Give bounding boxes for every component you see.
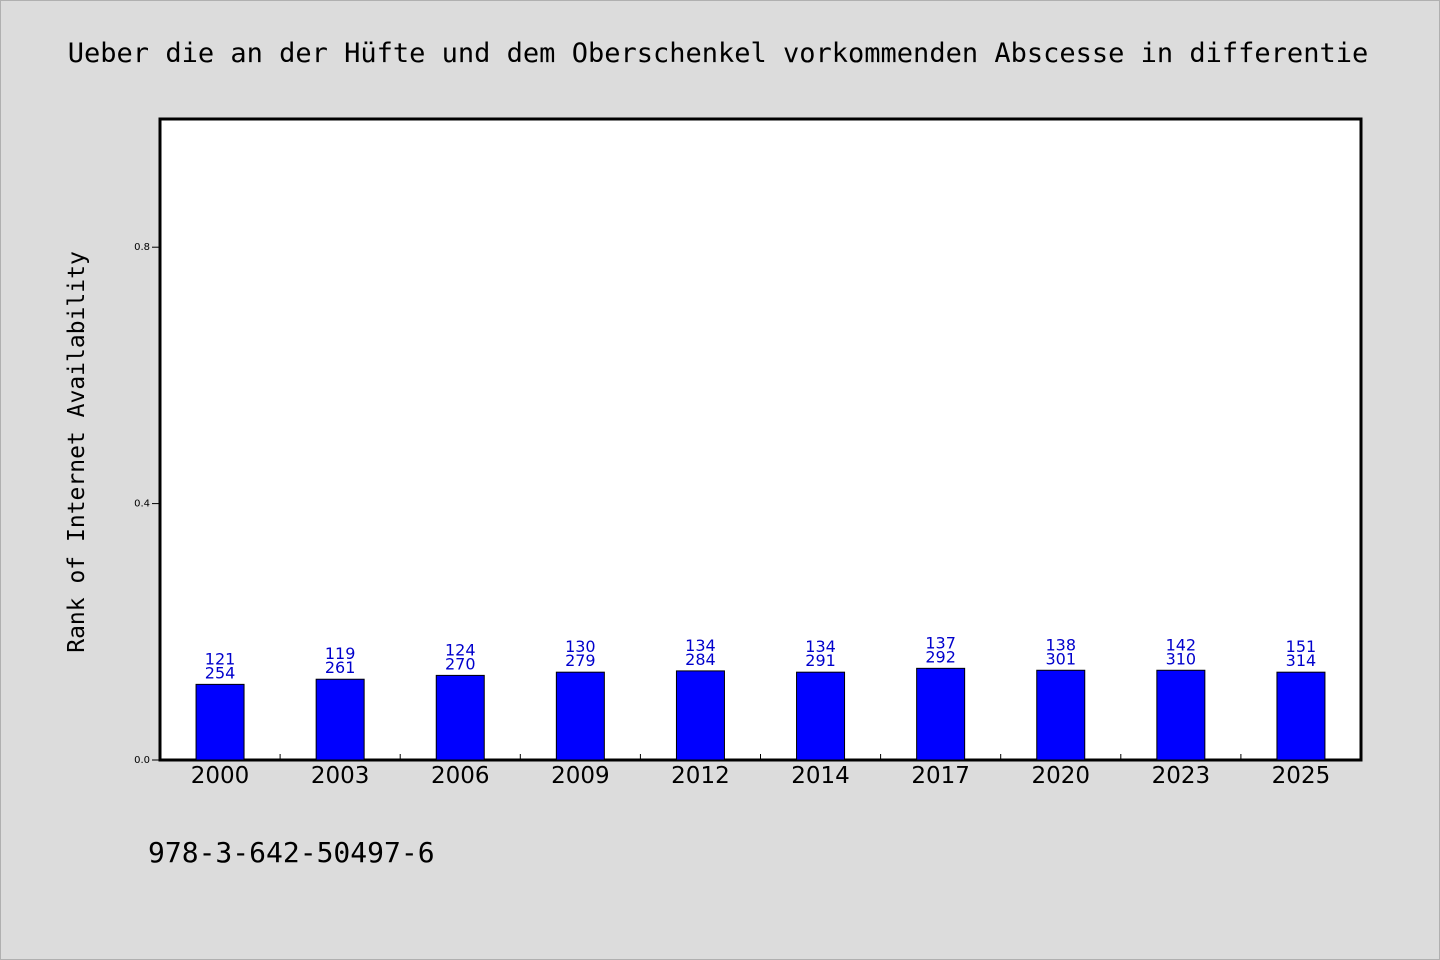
- data-label-bottom: 270: [445, 654, 476, 673]
- data-label-bottom: 292: [925, 647, 956, 666]
- y-tick-label: 0.0: [134, 755, 150, 766]
- x-tick-label: 2023: [1152, 763, 1211, 789]
- plot-area: [158, 117, 1363, 762]
- data-label-bottom: 314: [1286, 651, 1317, 670]
- bar-2023: [1156, 669, 1206, 761]
- data-label-top: 138: [1045, 635, 1076, 654]
- bar-2009: [555, 671, 605, 761]
- data-label-bottom: 301: [1045, 649, 1076, 668]
- data-label-top: 137: [925, 633, 956, 652]
- data-label-top: 142: [1166, 635, 1197, 654]
- data-label-bottom: 254: [205, 663, 236, 682]
- axis-ticks: 0.0 0.4 0.8: [134, 242, 1242, 766]
- y-tick-label: 0.8: [134, 242, 150, 253]
- data-label-bottom: 291: [805, 651, 836, 670]
- data-label-bottom: 284: [685, 650, 716, 669]
- x-tick-label: 2006: [431, 763, 490, 789]
- bar-2012: [675, 670, 725, 761]
- x-tick-label: 2000: [191, 763, 250, 789]
- isbn-text: 978-3-642-50497-6: [148, 836, 435, 869]
- data-label-top: 130: [565, 637, 596, 656]
- data-label-top: 134: [805, 637, 836, 656]
- x-tick-label: 2003: [311, 763, 370, 789]
- data-label-bottom: 261: [325, 658, 356, 677]
- bar-2020: [1036, 669, 1086, 761]
- bars: [195, 667, 1326, 761]
- data-label-top: 119: [325, 644, 356, 663]
- x-tick-label: 2020: [1031, 763, 1090, 789]
- bar-2025: [1276, 671, 1326, 761]
- x-tick-label: 2025: [1272, 763, 1331, 789]
- bar-2014: [796, 671, 846, 761]
- x-tick-label: 2012: [671, 763, 730, 789]
- bar-2006: [435, 674, 485, 761]
- bar-2017: [916, 667, 966, 761]
- data-label-bottom: 310: [1166, 649, 1197, 668]
- x-tick-label: 2017: [911, 763, 970, 789]
- y-tick-label: 0.4: [134, 499, 150, 510]
- x-tick-label: 2009: [551, 763, 610, 789]
- data-label-bottom: 279: [565, 651, 596, 670]
- y-axis-label: Rank of Internet Availability: [64, 251, 90, 653]
- x-tick-label: 2014: [791, 763, 850, 789]
- data-label-top: 134: [685, 636, 716, 655]
- bar-2000: [195, 683, 245, 761]
- bar-2003: [315, 678, 365, 761]
- data-label-top: 151: [1286, 637, 1317, 656]
- chart-title: Ueber die an der Hüfte und dem Oberschen…: [68, 38, 1368, 69]
- data-label-top: 124: [445, 640, 476, 659]
- data-label-top: 121: [205, 649, 236, 668]
